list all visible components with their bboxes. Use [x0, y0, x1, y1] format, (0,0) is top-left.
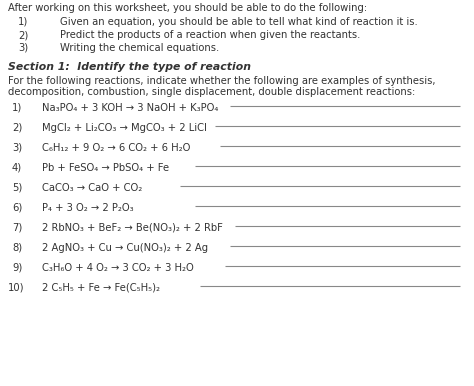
Text: Na₃PO₄ + 3 KOH → 3 NaOH + K₃PO₄: Na₃PO₄ + 3 KOH → 3 NaOH + K₃PO₄ — [42, 103, 219, 113]
Text: 4): 4) — [12, 163, 22, 173]
Text: Predict the products of a reaction when given the reactants.: Predict the products of a reaction when … — [60, 30, 360, 40]
Text: 2): 2) — [18, 30, 28, 40]
Text: After working on this worksheet, you should be able to do the following:: After working on this worksheet, you sho… — [8, 3, 367, 13]
Text: 8): 8) — [12, 243, 22, 253]
Text: 1): 1) — [12, 103, 22, 113]
Text: 5): 5) — [12, 183, 22, 193]
Text: C₃H₆O + 4 O₂ → 3 CO₂ + 3 H₂O: C₃H₆O + 4 O₂ → 3 CO₂ + 3 H₂O — [42, 263, 194, 273]
Text: decomposition, combustion, single displacement, double displacement reactions:: decomposition, combustion, single displa… — [8, 87, 415, 97]
Text: 2): 2) — [12, 123, 22, 133]
Text: 7): 7) — [12, 223, 22, 233]
Text: CaCO₃ → CaO + CO₂: CaCO₃ → CaO + CO₂ — [42, 183, 142, 193]
Text: 3): 3) — [18, 43, 28, 53]
Text: 1): 1) — [18, 17, 28, 27]
Text: 6): 6) — [12, 203, 22, 213]
Text: For the following reactions, indicate whether the following are examples of synt: For the following reactions, indicate wh… — [8, 76, 436, 86]
Text: 2 C₅H₅ + Fe → Fe(C₅H₅)₂: 2 C₅H₅ + Fe → Fe(C₅H₅)₂ — [42, 283, 160, 293]
Text: P₄ + 3 O₂ → 2 P₂O₃: P₄ + 3 O₂ → 2 P₂O₃ — [42, 203, 134, 213]
Text: 2 RbNO₃ + BeF₂ → Be(NO₃)₂ + 2 RbF: 2 RbNO₃ + BeF₂ → Be(NO₃)₂ + 2 RbF — [42, 223, 223, 233]
Text: Section 1:  Identify the type of reaction: Section 1: Identify the type of reaction — [8, 62, 251, 72]
Text: Given an equation, you should be able to tell what kind of reaction it is.: Given an equation, you should be able to… — [60, 17, 418, 27]
Text: 2 AgNO₃ + Cu → Cu(NO₃)₂ + 2 Ag: 2 AgNO₃ + Cu → Cu(NO₃)₂ + 2 Ag — [42, 243, 208, 253]
Text: MgCl₂ + Li₂CO₃ → MgCO₃ + 2 LiCl: MgCl₂ + Li₂CO₃ → MgCO₃ + 2 LiCl — [42, 123, 207, 133]
Text: Writing the chemical equations.: Writing the chemical equations. — [60, 43, 219, 53]
Text: 3): 3) — [12, 143, 22, 153]
Text: 9): 9) — [12, 263, 22, 273]
Text: Pb + FeSO₄ → PbSO₄ + Fe: Pb + FeSO₄ → PbSO₄ + Fe — [42, 163, 169, 173]
Text: 10): 10) — [8, 283, 25, 293]
Text: C₆H₁₂ + 9 O₂ → 6 CO₂ + 6 H₂O: C₆H₁₂ + 9 O₂ → 6 CO₂ + 6 H₂O — [42, 143, 191, 153]
